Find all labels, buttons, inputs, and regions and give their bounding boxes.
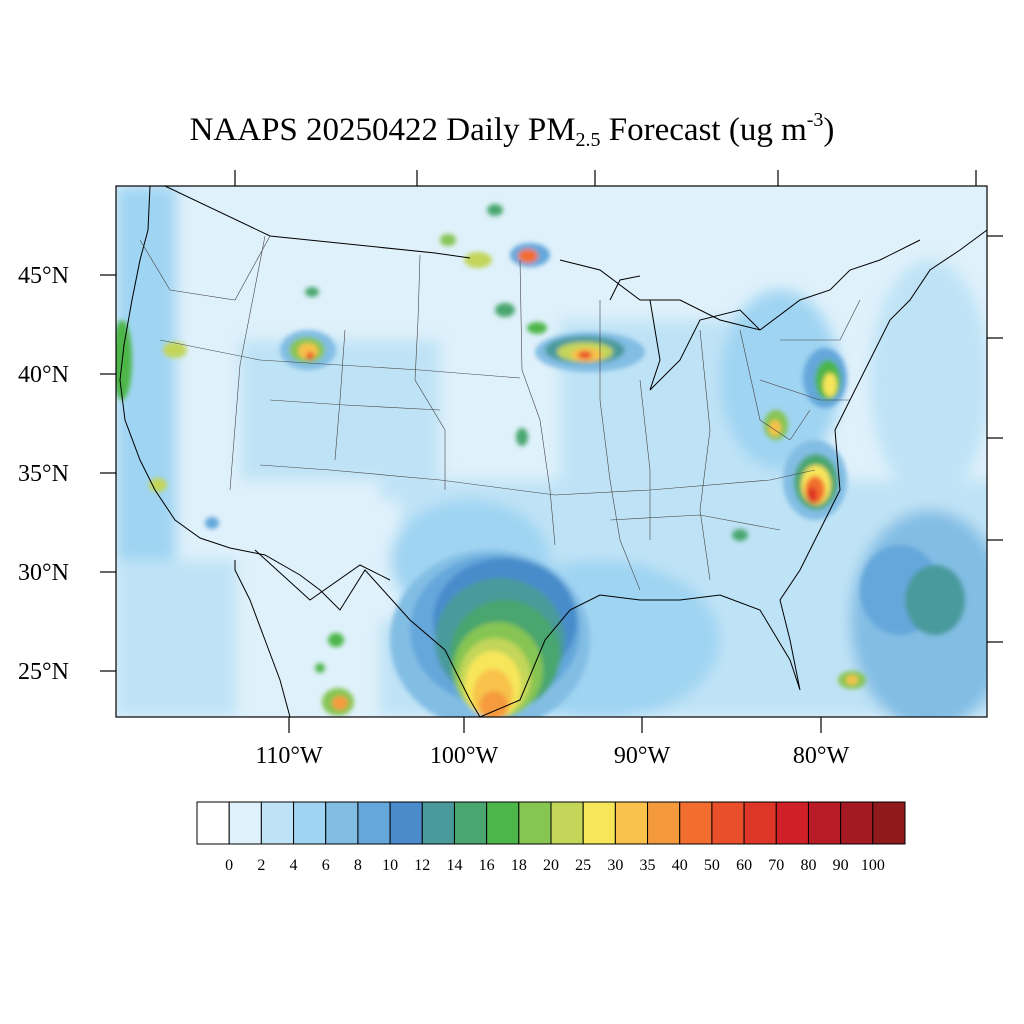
colorbar-swatch xyxy=(486,801,520,845)
lon-label-110w: 110°W xyxy=(255,743,323,769)
lat-label-25n: 25°N xyxy=(18,659,69,685)
colorbar-label: 8 xyxy=(354,857,362,874)
lat-label-30n: 30°N xyxy=(18,560,69,586)
mexico-plume xyxy=(315,529,965,716)
colorbar-label: 60 xyxy=(736,857,752,874)
state-boundaries xyxy=(139,235,861,591)
colorbar-label: 35 xyxy=(640,857,656,874)
colorbar-label: 30 xyxy=(607,857,623,874)
colorbar-swatch xyxy=(196,801,230,845)
lat-label-45n: 45°N xyxy=(18,263,69,289)
colorbar-swatch xyxy=(743,801,777,845)
coastlines-and-borders xyxy=(119,186,987,717)
colorbar-swatch xyxy=(647,801,681,845)
colorbar-swatch xyxy=(775,801,809,845)
colorbar-label: 80 xyxy=(800,857,816,874)
colorbar-swatch xyxy=(518,801,552,845)
longitude-labels: 110°W 100°W 90°W 80°W xyxy=(255,743,849,769)
lon-label-100w: 100°W xyxy=(430,743,499,769)
colorbar-swatch xyxy=(614,801,649,845)
colorbar-swatch xyxy=(453,801,488,845)
map-panel: 45°N 40°N 35°N 30°N 25°N 110°W 100°W 90°… xyxy=(18,170,1003,769)
colorbar-label: 90 xyxy=(833,857,849,874)
wyoming-plume xyxy=(116,287,336,529)
colorbar-label: 6 xyxy=(322,857,330,874)
colorbar-swatch xyxy=(679,801,713,845)
colorbar-swatch xyxy=(421,801,455,845)
colorbar-swatch xyxy=(807,801,842,845)
colorbar-swatch xyxy=(582,801,616,845)
colorbar-swatch xyxy=(872,801,906,845)
colorbar-label: 16 xyxy=(479,857,495,874)
colorbar-label: 70 xyxy=(768,857,784,874)
colorbar-swatch xyxy=(840,801,874,845)
colorbar-label: 10 xyxy=(382,857,398,874)
colorbar-label: 25 xyxy=(575,857,591,874)
colorbar-swatch xyxy=(260,801,295,845)
colorbar-swatch xyxy=(293,801,327,845)
colorbar-label: 14 xyxy=(446,857,462,874)
colorbar-swatch xyxy=(389,801,423,845)
colorbar-label: 4 xyxy=(290,857,298,874)
pm25-concentration-field xyxy=(116,186,987,717)
colorbar: 0 2 4 6 8 10 12 14 16 18 20 25 30 35 40 50 60 70 80 90 100 xyxy=(196,801,906,874)
north-carolina-plume xyxy=(783,440,847,520)
colorbar-label: 12 xyxy=(414,857,430,874)
colorbar-swatch xyxy=(228,801,262,845)
lon-label-80w: 80°W xyxy=(793,743,850,769)
colorbar-swatch xyxy=(550,801,584,845)
colorbar-swatch xyxy=(325,801,359,845)
upper-midwest-plume xyxy=(440,204,645,446)
tick-marks xyxy=(100,170,1003,733)
colorbar-label: 0 xyxy=(225,857,233,874)
mid-atlantic-plume xyxy=(764,348,847,440)
lat-label-40n: 40°N xyxy=(18,362,69,388)
lon-label-90w: 90°W xyxy=(614,743,671,769)
map-frame xyxy=(115,185,988,718)
colorbar-label: 50 xyxy=(704,857,720,874)
colorbar-label: 100 xyxy=(861,857,885,874)
colorbar-swatch xyxy=(357,801,391,845)
colorbar-label: 20 xyxy=(543,857,559,874)
colorbar-label: 18 xyxy=(511,857,527,874)
colorbar-label: 2 xyxy=(257,857,265,874)
colorbar-label: 40 xyxy=(672,857,688,874)
texas-plume xyxy=(390,550,590,717)
lat-label-35n: 35°N xyxy=(18,461,69,487)
latitude-labels: 45°N 40°N 35°N 30°N 25°N xyxy=(18,263,69,685)
colorbar-swatch xyxy=(711,801,745,845)
chart-title: NAAPS 20250422 Daily PM2.5 Forecast (ug … xyxy=(189,109,835,151)
